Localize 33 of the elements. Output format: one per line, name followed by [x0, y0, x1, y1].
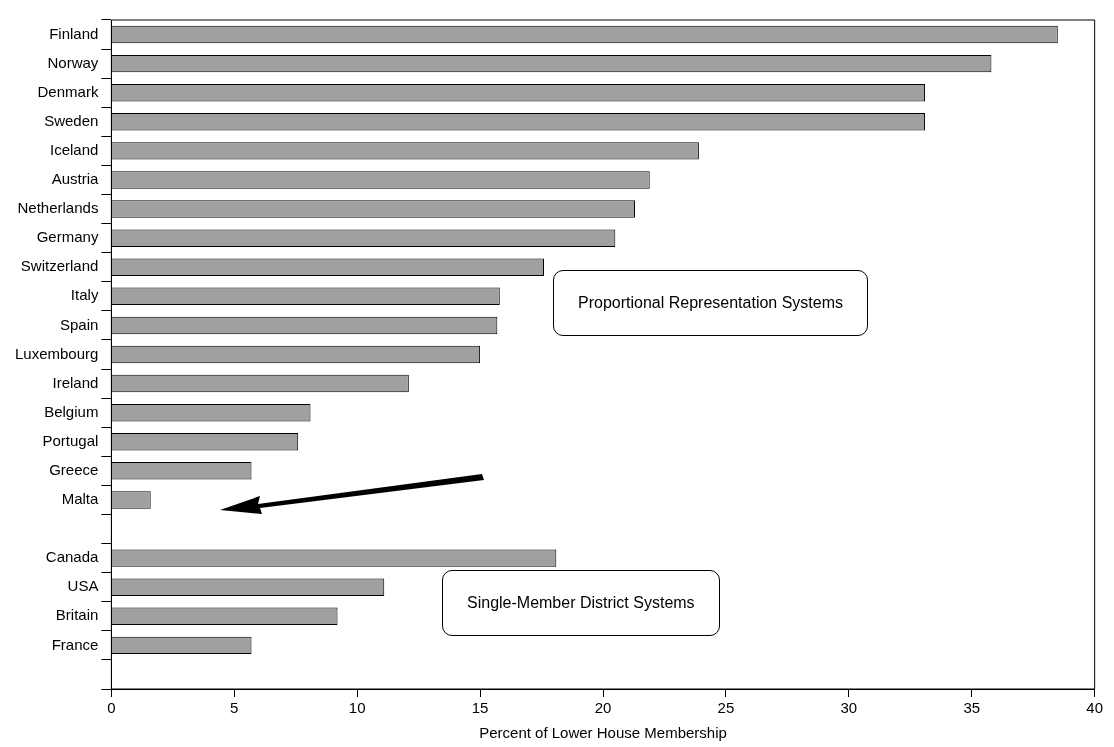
y-tick-label: Ireland	[52, 373, 99, 391]
y-tick-label: Finland	[49, 24, 99, 42]
y-tick-label: Greece	[49, 460, 99, 478]
x-tick-label: 5	[230, 699, 239, 717]
y-tick-label: Norway	[47, 53, 99, 71]
y-tick-label: Malta	[61, 490, 100, 508]
x-tick-label: 35	[963, 699, 981, 717]
y-tick-label: Switzerland	[20, 257, 99, 275]
x-tick-label: 0	[107, 699, 116, 717]
x-tick-label: 20	[594, 699, 612, 717]
x-tick-label: 30	[840, 699, 858, 717]
x-tick-label: 15	[471, 699, 489, 717]
y-tick-label: Austria	[51, 170, 100, 188]
y-tick-label: Spain	[60, 315, 99, 333]
x-tick-label: 10	[348, 699, 366, 717]
callout-box: Proportional Representation Systems	[553, 270, 869, 336]
y-tick-label: Luxembourg	[15, 344, 99, 362]
y-tick-label: Italy	[70, 286, 99, 304]
callout-box: Single-Member District Systems	[442, 570, 720, 636]
y-tick-label: Sweden	[44, 111, 99, 129]
y-tick-label: Britain	[55, 606, 99, 624]
y-tick-label: Canada	[45, 548, 100, 566]
y-tick-label: Germany	[36, 228, 99, 246]
y-tick-label: Belgium	[44, 402, 99, 420]
x-tick-label: 25	[717, 699, 735, 717]
y-tick-label: Iceland	[50, 141, 99, 159]
x-axis-title: Percent of Lower House Membership	[479, 724, 727, 742]
y-tick-label: Netherlands	[17, 199, 99, 217]
x-tick-label: 40	[1086, 699, 1103, 717]
y-tick-label: France	[51, 635, 99, 653]
y-tick-label: Portugal	[42, 431, 99, 449]
y-tick-label: Denmark	[37, 82, 99, 100]
y-tick-label: USA	[67, 577, 99, 595]
